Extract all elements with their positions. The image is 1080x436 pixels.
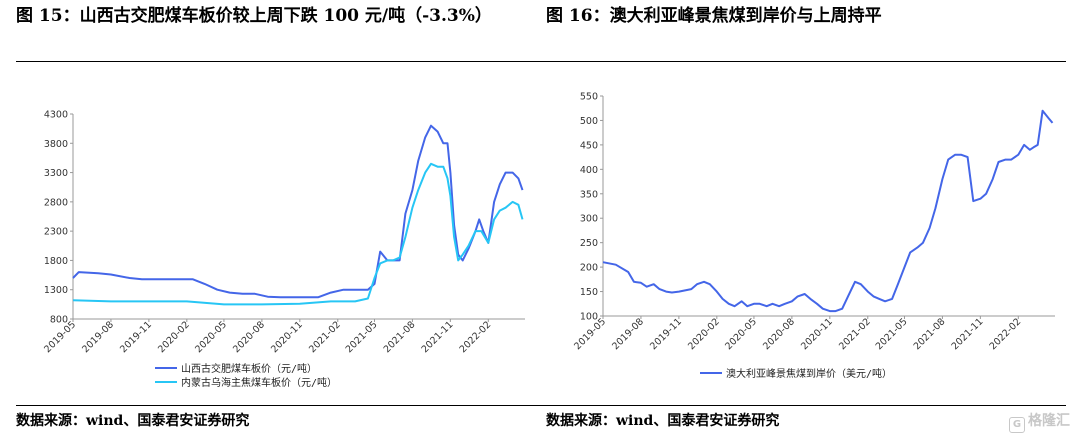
chart1-x-tick-label: 2020-02 [156, 319, 192, 355]
chart2-legend-label-1: 澳大利亚峰景焦煤到岸价（美元/吨） [726, 367, 892, 380]
chart2-y-tick-label: 300 [580, 214, 598, 225]
chart1-x-tick-label: 2021-02 [307, 319, 343, 355]
chart1-x-tick-label: 2021-11 [420, 319, 456, 355]
source-note-right: 数据来源：wind、国泰君安证券研究 [546, 413, 780, 429]
chart1-x-tick-label: 2020-08 [231, 319, 267, 355]
title-divider [16, 61, 1066, 62]
chart-title-left: 图 15：山西古交肥煤车板价较上周下跌 100 元/吨（-3.3%） [16, 6, 492, 26]
chart2-x-tick-label: 2021-02 [837, 316, 873, 352]
chart2-y-tick-label: 200 [580, 263, 598, 274]
chart2-y-tick-label: 150 [580, 287, 598, 298]
gelonghui-logo-icon: G [1009, 417, 1025, 433]
chart1-x-tick-label: 2021-05 [344, 319, 380, 355]
footer-divider [16, 405, 1066, 406]
chart1-y-tick-label: 4300 [44, 110, 68, 121]
chart1-legend-label-1: 山西古交肥煤车板价（元/吨） [181, 362, 317, 375]
chart2-x-tick-label: 2021-11 [950, 316, 986, 352]
chart1-series-line-2 [72, 162, 524, 306]
chart1-x-tick-label: 2021-08 [382, 319, 418, 355]
chart1-y-tick-label: 800 [50, 315, 68, 326]
chart1-x-tick-label: 2022-02 [458, 319, 494, 355]
chart2-x-tick-label: 2020-08 [761, 316, 797, 352]
chart2-y-tick-label: 350 [580, 189, 598, 200]
chart2-x-tick-label: 2022-02 [988, 316, 1024, 352]
chart1-y-tick-label: 2800 [44, 197, 68, 208]
chart1-y-tick-label: 2300 [44, 227, 68, 238]
chart2-x-tick-label: 2021-08 [912, 316, 948, 352]
chart2-y-tick-label: 400 [580, 165, 598, 176]
chart2-x-tick-label: 2019-08 [610, 316, 646, 352]
chart2-y-tick-label: 500 [580, 116, 598, 127]
watermark: G 格隆汇 [1009, 410, 1070, 433]
chart2-y-tick-label: 450 [580, 140, 598, 151]
chart2-series-line-1 [602, 109, 1054, 313]
watermark-text: 格隆汇 [1028, 413, 1070, 429]
chart1-y-tick-label: 3800 [44, 139, 68, 150]
chart2-x-tick-label: 2021-05 [874, 316, 910, 352]
chart2-y-tick-label: 250 [580, 238, 598, 249]
chart1-x-tick-label: 2020-11 [269, 319, 305, 355]
chart1-x-tick-label: 2019-11 [118, 319, 154, 355]
chart2-y-tick-label: 100 [580, 312, 598, 323]
chart1-y-tick-label: 1300 [44, 285, 68, 296]
chart1-y-tick-label: 1800 [44, 256, 68, 267]
chart1-x-tick-label: 2019-08 [80, 319, 116, 355]
chart2-x-tick-label: 2019-11 [648, 316, 684, 352]
chart2-x-tick-label: 2020-11 [799, 316, 835, 352]
chart1-series-line-1 [72, 124, 524, 299]
source-note-left: 数据来源：wind、国泰君安证券研究 [16, 413, 250, 429]
chart1-y-tick-label: 3300 [44, 168, 68, 179]
chart1-legend-label-2: 内蒙古乌海主焦煤车板价（元/吨） [181, 376, 337, 389]
chart1-x-tick-label: 2020-05 [193, 319, 229, 355]
chart2-x-tick-label: 2020-05 [723, 316, 759, 352]
chart2-y-tick-label: 550 [580, 92, 598, 103]
chart-title-right: 图 16：澳大利亚峰景焦煤到岸价与上周持平 [546, 6, 882, 26]
chart2-x-tick-label: 2020-02 [686, 316, 722, 352]
